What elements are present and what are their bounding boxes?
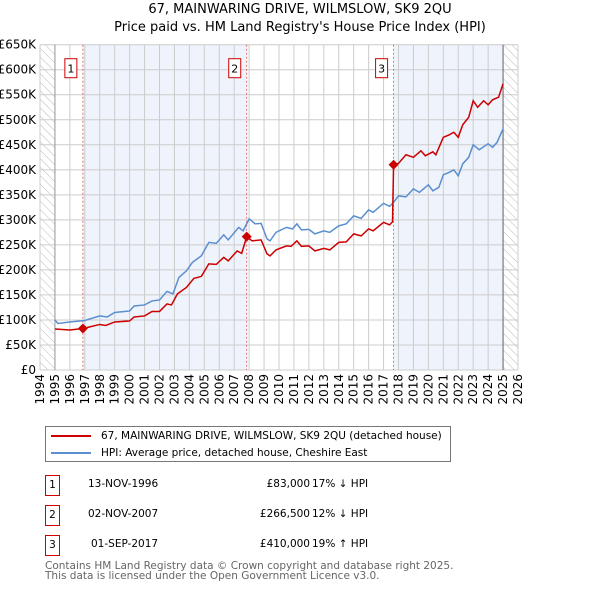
sale-date: 01-SEP-2017 bbox=[91, 538, 159, 550]
x-tick-label: 2000 bbox=[123, 374, 137, 405]
x-tick-label: 2016 bbox=[362, 374, 376, 405]
sale-hpi-diff: 12% ↓ HPI bbox=[312, 508, 369, 520]
y-tick-label: £200K bbox=[0, 263, 37, 277]
sale-1-badge-label: 1 bbox=[67, 63, 74, 76]
legend-swatch-red bbox=[51, 435, 91, 437]
shaded-period-3 bbox=[393, 44, 504, 370]
x-tick-label: 2010 bbox=[272, 374, 286, 405]
y-tick-label: £150K bbox=[0, 288, 37, 302]
hatched-region-pre-1995 bbox=[40, 44, 55, 370]
y-tick-label: £600K bbox=[0, 63, 37, 77]
x-tick-label: 2002 bbox=[153, 374, 167, 405]
x-tick-label: 2006 bbox=[212, 374, 226, 405]
hatched-region-future bbox=[503, 44, 518, 370]
sale-price: £83,000 bbox=[266, 478, 310, 490]
x-tick-label: 2018 bbox=[392, 374, 406, 405]
sale-hpi-diff: 19% ↑ HPI bbox=[312, 538, 369, 550]
x-tick-label: 2009 bbox=[257, 374, 271, 405]
sale-date: 13-NOV-1996 bbox=[88, 478, 159, 490]
sale-marker-badge: 1 bbox=[45, 475, 60, 496]
x-tick-label: 1999 bbox=[108, 374, 122, 405]
y-tick-label: £300K bbox=[0, 213, 37, 227]
sale-marker-badge: 3 bbox=[45, 535, 60, 556]
x-tick-label: 2001 bbox=[138, 374, 152, 405]
legend-swatch-blue bbox=[51, 452, 91, 454]
legend: 67, MAINWARING DRIVE, WILMSLOW, SK9 2QU … bbox=[45, 426, 451, 462]
sale-price: £266,500 bbox=[259, 508, 310, 520]
x-tick-label: 2023 bbox=[466, 374, 480, 405]
x-tick-label: 2013 bbox=[317, 374, 331, 405]
y-tick-label: £650K bbox=[0, 38, 37, 52]
sale-1-badge bbox=[64, 58, 78, 79]
x-tick-label: 2026 bbox=[511, 374, 525, 405]
y-tick-label: £350K bbox=[0, 188, 37, 202]
sale-date: 02-NOV-2007 bbox=[88, 508, 159, 520]
x-tick-label: 2007 bbox=[227, 374, 241, 405]
x-tick-label: 2019 bbox=[406, 374, 420, 405]
table-row: 1 13-NOV-1996 £83,000 17% ↓ HPI bbox=[45, 475, 465, 497]
x-tick-label: 2014 bbox=[332, 374, 346, 405]
x-tick-label: 2020 bbox=[421, 374, 435, 405]
shaded-period-1 bbox=[82, 44, 247, 370]
sale-marker-badge: 2 bbox=[45, 505, 60, 526]
sale-3-badge bbox=[375, 58, 389, 79]
x-tick-label: 2011 bbox=[287, 374, 301, 405]
sale-2-badge bbox=[228, 58, 242, 79]
x-tick-label: 2017 bbox=[377, 374, 391, 405]
x-tick-label: 2004 bbox=[182, 374, 196, 405]
x-tick-label: 1996 bbox=[63, 374, 77, 405]
y-tick-label: £100K bbox=[0, 313, 37, 327]
sale-3-point bbox=[388, 159, 399, 170]
x-tick-label: 2005 bbox=[197, 374, 211, 405]
y-tick-label: £500K bbox=[0, 113, 37, 127]
plot-area: 1994 1995 1996 1997 1998 1999 2000 2001 2002 2003… bbox=[0, 38, 525, 405]
chart-subtitle: Price paid vs. HM Land Registry's House … bbox=[114, 20, 486, 35]
y-tick-label: £50K bbox=[5, 338, 37, 352]
table-row: 3 01-SEP-2017 £410,000 19% ↑ HPI bbox=[45, 535, 465, 557]
x-tick-label: 2015 bbox=[347, 374, 361, 405]
legend-label: 67, MAINWARING DRIVE, WILMSLOW, SK9 2QU … bbox=[101, 430, 442, 442]
sale-hpi-diff: 17% ↓ HPI bbox=[312, 478, 369, 490]
x-tick-label: 2012 bbox=[302, 374, 316, 405]
x-tick-label: 1998 bbox=[93, 374, 107, 405]
legend-item-property: 67, MAINWARING DRIVE, WILMSLOW, SK9 2QU … bbox=[51, 428, 442, 444]
y-tick-label: £550K bbox=[0, 88, 37, 102]
x-tick-label: 2022 bbox=[451, 374, 465, 405]
sale-2-point bbox=[241, 231, 252, 242]
x-tick-label: 2008 bbox=[242, 374, 256, 405]
x-tick-label: 2021 bbox=[436, 374, 450, 405]
legend-item-hpi: HPI: Average price, detached house, Ches… bbox=[51, 445, 367, 461]
y-tick-label: £450K bbox=[0, 138, 37, 152]
hpi-line bbox=[54, 128, 504, 325]
x-tick-label: 1994 bbox=[33, 374, 47, 405]
x-tick-label: 2025 bbox=[496, 374, 510, 405]
table-row: 2 02-NOV-2007 £266,500 12% ↓ HPI bbox=[45, 505, 465, 527]
footer-licence: This data is licensed under the Open Gov… bbox=[45, 570, 380, 582]
sale-3-badge-label: 3 bbox=[378, 63, 385, 76]
x-tick-label: 1995 bbox=[48, 374, 62, 405]
sale-2-badge-label: 2 bbox=[231, 63, 238, 76]
chart-title: 67, MAINWARING DRIVE, WILMSLOW, SK9 2QU bbox=[148, 2, 452, 17]
property-price-line bbox=[54, 83, 504, 331]
sale-price: £410,000 bbox=[259, 538, 310, 550]
y-tick-label: £250K bbox=[0, 238, 37, 252]
y-tick-label: £400K bbox=[0, 163, 37, 177]
y-tick-label: £0 bbox=[21, 363, 36, 377]
legend-label: HPI: Average price, detached house, Ches… bbox=[101, 447, 368, 459]
x-tick-label: 2003 bbox=[167, 374, 181, 405]
x-tick-label: 2024 bbox=[481, 374, 495, 405]
footer-copyright: Contains HM Land Registry data © Crown c… bbox=[45, 560, 454, 572]
x-tick-label: 1997 bbox=[78, 374, 92, 405]
sale-1-point bbox=[77, 323, 88, 334]
